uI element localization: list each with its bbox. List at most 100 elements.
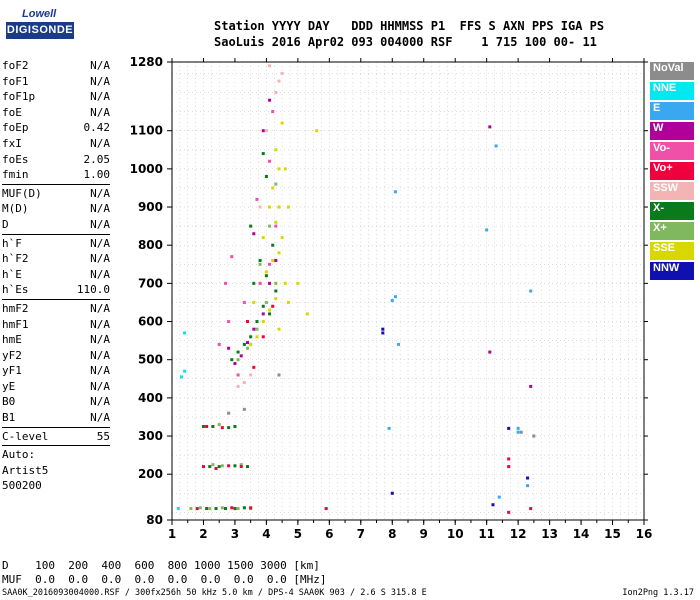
x-tick-label: 3 bbox=[231, 527, 239, 541]
echo-point bbox=[497, 495, 501, 499]
param-value: 2.05 bbox=[83, 152, 111, 166]
param-row: foEp 0.42 bbox=[2, 120, 110, 136]
echo-point bbox=[223, 507, 227, 511]
echo-point bbox=[507, 426, 511, 430]
digisonde-logo: Lowell DIGISONDE bbox=[6, 8, 76, 44]
echo-point bbox=[258, 281, 262, 285]
echo-point bbox=[280, 71, 284, 75]
y-tick-label: 1100 bbox=[130, 124, 163, 138]
param-value: N/A bbox=[90, 395, 110, 409]
param-label: hmF2 bbox=[2, 301, 29, 315]
echo-point bbox=[211, 424, 215, 428]
echo-point bbox=[488, 125, 492, 129]
echo-point bbox=[246, 465, 250, 469]
echo-point bbox=[264, 175, 268, 178]
param-label: foF1 bbox=[2, 74, 29, 88]
echo-point bbox=[230, 255, 234, 259]
echo-point bbox=[268, 308, 272, 312]
separator bbox=[2, 183, 110, 185]
echo-point bbox=[274, 297, 278, 301]
param-label: yF2 bbox=[2, 348, 22, 362]
echo-point bbox=[214, 507, 218, 511]
x-tick-label: 13 bbox=[541, 527, 558, 541]
echo-point bbox=[217, 342, 221, 346]
echo-point bbox=[227, 464, 231, 468]
echo-point bbox=[494, 144, 498, 148]
echo-point bbox=[264, 274, 268, 278]
echo-point bbox=[277, 205, 281, 209]
echo-point bbox=[286, 205, 290, 209]
legend-item: NNE bbox=[650, 82, 694, 100]
echo-point bbox=[261, 129, 265, 133]
echo-point bbox=[239, 463, 243, 467]
echo-point bbox=[283, 281, 287, 285]
header-labels: Station YYYY DAY DDD HHMMSS P1 FFS S AXN… bbox=[214, 19, 605, 33]
echo-point bbox=[220, 426, 224, 430]
param-label: hmE bbox=[2, 333, 22, 347]
echo-point bbox=[268, 262, 272, 266]
echo-point bbox=[236, 350, 240, 354]
x-tick-label: 7 bbox=[357, 527, 365, 541]
echo-point bbox=[249, 342, 253, 346]
separator bbox=[2, 426, 110, 428]
echo-point bbox=[252, 327, 256, 331]
echo-point bbox=[227, 346, 231, 350]
param-label: foEp bbox=[2, 121, 29, 135]
echo-point bbox=[220, 464, 224, 468]
param-label: h`F bbox=[2, 236, 22, 250]
echo-point bbox=[201, 424, 205, 428]
param-value: 55 bbox=[96, 429, 110, 443]
echo-point bbox=[271, 304, 275, 308]
echo-point bbox=[277, 167, 281, 171]
x-tick-label: 12 bbox=[510, 527, 527, 541]
y-tick-label: 400 bbox=[138, 391, 163, 405]
y-tick-label: 300 bbox=[138, 429, 163, 443]
echo-point bbox=[516, 426, 520, 430]
param-row: foEs 2.05 bbox=[2, 152, 110, 168]
param-row: hmE N/A bbox=[2, 332, 110, 348]
x-tick-label: 9 bbox=[420, 527, 428, 541]
param-row: foE N/A bbox=[2, 105, 110, 121]
x-tick-label: 5 bbox=[294, 527, 302, 541]
echo-point bbox=[217, 423, 221, 427]
echo-point bbox=[507, 457, 511, 461]
echo-point bbox=[198, 506, 202, 510]
echo-point bbox=[242, 300, 246, 304]
echo-point bbox=[249, 335, 253, 339]
param-row: fmin 1.00 bbox=[2, 167, 110, 183]
y-tick-label: 500 bbox=[138, 353, 163, 367]
echo-point bbox=[274, 289, 278, 293]
param-value: N/A bbox=[90, 348, 110, 362]
echo-point bbox=[519, 430, 523, 434]
legend-item: Vo- bbox=[650, 142, 694, 160]
file-info: SAA0K_2016093004000.RSF / 300fx256h 50 k… bbox=[2, 588, 427, 598]
echo-point bbox=[242, 342, 246, 346]
param-row: fxI N/A bbox=[2, 136, 110, 152]
echo-point bbox=[393, 190, 397, 194]
autoscale-text: Artist5 bbox=[2, 463, 49, 477]
echo-point bbox=[217, 465, 221, 469]
param-row: hmF1 N/A bbox=[2, 317, 110, 333]
echo-point bbox=[252, 232, 256, 236]
echo-point bbox=[258, 205, 262, 209]
param-label: yF1 bbox=[2, 364, 22, 378]
param-value: N/A bbox=[90, 333, 110, 347]
echo-point bbox=[261, 320, 265, 324]
echo-point bbox=[268, 281, 272, 285]
echo-point bbox=[271, 243, 275, 247]
legend-item: Vo+ bbox=[650, 162, 694, 180]
echo-point bbox=[208, 465, 212, 469]
param-value: N/A bbox=[90, 136, 110, 150]
legend-item: E bbox=[650, 102, 694, 120]
echo-point bbox=[274, 148, 278, 152]
echo-point bbox=[268, 159, 272, 163]
echo-point bbox=[283, 167, 287, 171]
param-row: h`Es 110.0 bbox=[2, 282, 110, 298]
param-row: yF1 N/A bbox=[2, 363, 110, 379]
echo-point bbox=[255, 327, 259, 331]
echo-point bbox=[532, 434, 536, 438]
y-tick-label: 200 bbox=[138, 467, 163, 481]
param-value: N/A bbox=[90, 90, 110, 104]
param-row: B0 N/A bbox=[2, 394, 110, 410]
echo-point bbox=[280, 236, 284, 240]
